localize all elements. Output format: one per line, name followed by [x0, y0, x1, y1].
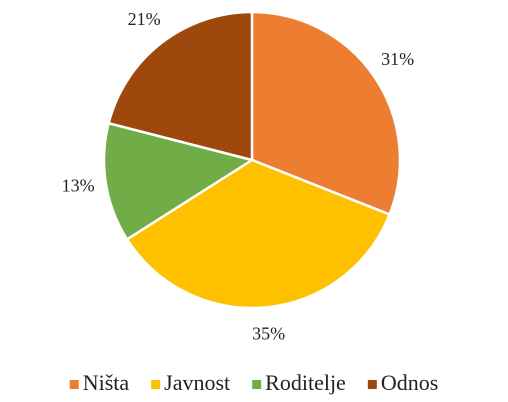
pie-slice: [102, 121, 256, 242]
data-label: 21%: [128, 9, 161, 29]
legend-label: Odnos: [381, 370, 438, 395]
data-label: 13%: [62, 176, 95, 196]
legend-swatch: [151, 380, 161, 389]
data-label: 31%: [381, 49, 414, 69]
legend-label: Javnost: [164, 370, 230, 395]
legend-swatch: [367, 380, 377, 389]
pie-slice: [125, 158, 392, 310]
pie-slice: [107, 10, 254, 162]
pie-slice: [250, 10, 402, 217]
legend-swatch: [252, 380, 262, 389]
data-label: 35%: [252, 323, 285, 343]
legend-swatch: [69, 380, 79, 389]
legend-label: Ništa: [83, 370, 130, 395]
legend-label: Roditelje: [265, 370, 346, 395]
